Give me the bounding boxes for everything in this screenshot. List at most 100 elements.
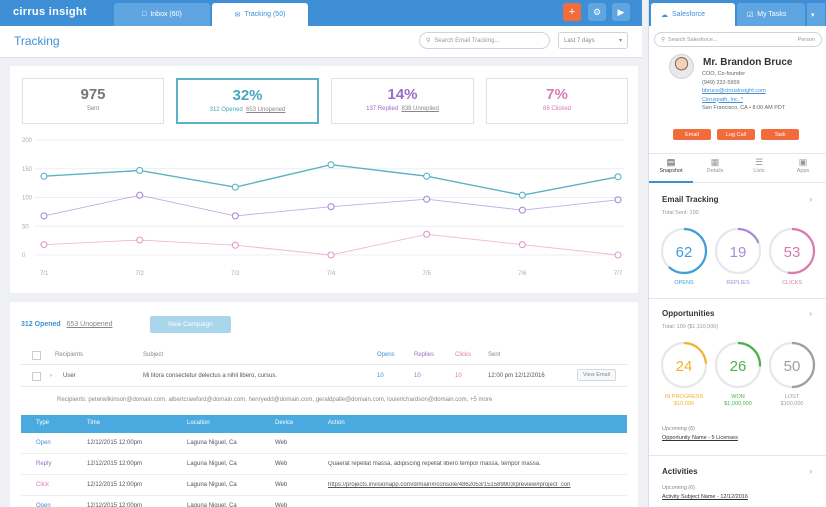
- filter-unopened[interactable]: 653 Unopened: [66, 321, 113, 328]
- y-tick-label: 100: [22, 196, 33, 202]
- stat-sent[interactable]: 975 Sent: [22, 78, 164, 124]
- stat-ring[interactable]: 24 IN PROGRESS $10,000: [657, 340, 711, 407]
- salesforce-sidebar: ☁ Salesforce ☑ My Tasks ▾ ⚲ Search Sales…: [648, 0, 826, 507]
- stat-ring[interactable]: 26 WON $1,000,000: [711, 340, 765, 407]
- ring-fill: [768, 227, 816, 275]
- chevron-down-icon: ▾: [811, 11, 815, 19]
- data-point: [40, 241, 48, 249]
- tab-inbox[interactable]: □ Inbox (60): [114, 3, 210, 26]
- opportunity-link[interactable]: Opportunity Name - 5 Licenses: [662, 435, 738, 441]
- data-point: [40, 172, 48, 180]
- data-point: [518, 241, 526, 249]
- chevron-right-icon[interactable]: ›: [809, 195, 812, 204]
- expand-chevron-icon[interactable]: ›: [50, 373, 52, 379]
- collapse-button[interactable]: ▶: [612, 3, 630, 21]
- search-scope-select[interactable]: Person: [797, 36, 815, 43]
- sidebar-toggle-icon: ▶: [617, 6, 625, 17]
- contact-avatar[interactable]: [669, 54, 694, 79]
- stat-ring[interactable]: 62 OPENS: [657, 226, 711, 286]
- stat-replied[interactable]: 14% 137 Replied 838 Unreplied: [331, 78, 474, 124]
- col-sent[interactable]: Sent: [488, 352, 501, 358]
- sidebar-nav: ▤ Snapshot ▦ Details ☰ Lists ▣ Apps: [649, 153, 826, 183]
- table-row[interactable]: Open 12/12/2015 12:00pm Laguna Niguel, Ca W…: [21, 496, 627, 507]
- ring-amount: $1,000,000: [724, 401, 752, 407]
- x-tick-label: 7/4: [327, 271, 336, 277]
- x-tick-label: 7/3: [231, 271, 240, 277]
- stat-sent-value: 975: [80, 86, 106, 103]
- view-email-button[interactable]: View Email: [577, 369, 616, 381]
- y-tick-label: 0: [22, 253, 26, 259]
- stat-clicked[interactable]: 7% 68 Clicked: [486, 78, 628, 124]
- contact-name[interactable]: Mr. Brandon Bruce: [703, 57, 793, 68]
- select-all-checkbox[interactable]: [32, 351, 41, 360]
- ring-value: 50: [784, 358, 801, 375]
- task-button[interactable]: Task: [761, 129, 799, 140]
- contact-title: COO, Co-founder: [702, 71, 746, 77]
- apps-icon: ▣: [798, 157, 808, 167]
- salesforce-search-input[interactable]: ⚲ Search Salesforce... Person: [654, 32, 822, 47]
- nav-snapshot[interactable]: ▤ Snapshot: [649, 154, 693, 183]
- ring-label: CLICKS: [782, 280, 802, 286]
- opportunities-total: Total: 100 ($1,110,000): [662, 324, 719, 330]
- ring-fill: [660, 341, 708, 389]
- envelope-icon: ✉: [234, 11, 241, 19]
- nav-lists[interactable]: ☰ Lists: [737, 154, 781, 183]
- col-recipients[interactable]: Recipients: [55, 352, 84, 358]
- row-clicks: 10: [455, 373, 462, 379]
- col-replies[interactable]: Replies: [414, 352, 435, 358]
- log-call-button[interactable]: Log Call: [717, 129, 755, 140]
- stat-unopened-link[interactable]: 653 Unopened: [246, 107, 286, 113]
- add-button[interactable]: +: [563, 3, 581, 21]
- tab-tracking[interactable]: ✉ Tracking (50): [212, 3, 308, 26]
- table-row[interactable]: Click 12/12/2015 12:00pm Laguna Niguel, Ca…: [21, 475, 627, 496]
- ring-chart: 24: [660, 341, 708, 389]
- stat-ring[interactable]: 50 LOST $100,000: [765, 340, 819, 407]
- date-range-select[interactable]: Last 7 days ▾: [558, 32, 628, 49]
- ring-fill: [714, 227, 762, 275]
- ring-fill: [660, 227, 708, 275]
- col-subject[interactable]: Subject: [143, 352, 164, 358]
- contact-phone[interactable]: (949) 232-5959: [702, 79, 740, 86]
- search-icon: ⚲: [661, 36, 666, 43]
- data-point: [136, 166, 144, 175]
- tracking-search-input[interactable]: ⚲ Search Email Tracking...: [419, 32, 550, 49]
- data-point: [423, 195, 431, 203]
- checkbox-icon: ☑: [747, 11, 754, 19]
- cell-time: 12/12/2015 12:00pm: [87, 440, 143, 446]
- ring-label: REPLIES: [726, 280, 750, 286]
- email-tracking-title[interactable]: Email Tracking: [662, 195, 719, 204]
- nav-details[interactable]: ▦ Details: [693, 154, 737, 183]
- nav-lists-label: Lists: [753, 168, 765, 174]
- cell-action[interactable]: https://projects.invisionapp.com/d/main#…: [328, 482, 571, 488]
- tab-salesforce[interactable]: ☁ Salesforce: [651, 3, 735, 26]
- row-checkbox[interactable]: [32, 372, 41, 381]
- contact-email[interactable]: bbruce@cirrusinsight.com: [702, 88, 766, 94]
- chevron-right-icon[interactable]: ›: [809, 309, 812, 318]
- settings-button[interactable]: ⚙: [588, 3, 606, 21]
- chevron-right-icon[interactable]: ›: [809, 467, 812, 476]
- email-button[interactable]: Email: [673, 129, 711, 140]
- contact-company[interactable]: Cirruspath, Inc. *: [702, 96, 743, 103]
- stat-ring[interactable]: 53 CLICKS: [765, 226, 819, 286]
- tab-my-tasks[interactable]: ☑ My Tasks: [737, 3, 805, 26]
- nav-apps[interactable]: ▣ Apps: [781, 154, 825, 183]
- cell-device: Web: [275, 503, 288, 507]
- activity-link[interactable]: Activity Subject Name - 12/12/2016: [662, 494, 748, 500]
- tab-menu-button[interactable]: ▾: [807, 3, 825, 26]
- table-row[interactable]: Open 12/12/2015 12:00pm Laguna Niguel, Ca W…: [21, 433, 627, 454]
- stat-opened[interactable]: 32% 312 Opened 653 Unopened: [176, 78, 319, 124]
- activities-title[interactable]: Activities: [662, 467, 698, 476]
- stat-opened-count: 312 Opened: [209, 107, 243, 113]
- opportunities-title[interactable]: Opportunities: [662, 309, 715, 318]
- col-opens[interactable]: Opens: [377, 352, 395, 358]
- stat-ring[interactable]: 19 REPLIES: [711, 226, 765, 286]
- stat-unreplied-link[interactable]: 838 Unreplied: [401, 106, 439, 112]
- filter-opened[interactable]: 312 Opened: [21, 321, 61, 328]
- ring-value: 19: [730, 244, 747, 261]
- new-campaign-button[interactable]: New Campaign: [150, 316, 231, 333]
- page-title: Tracking: [14, 34, 60, 48]
- table-row[interactable]: Reply 12/12/2015 12:00pm Laguna Niguel, Ca…: [21, 454, 627, 475]
- inbox-icon: □: [142, 11, 147, 18]
- col-clicks[interactable]: Clicks: [455, 352, 471, 358]
- nav-apps-label: Apps: [796, 168, 810, 174]
